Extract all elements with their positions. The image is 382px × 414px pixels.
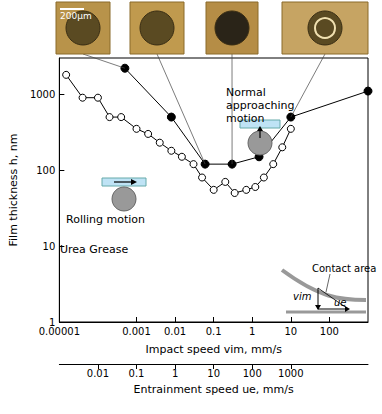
svg-text:Rolling motion: Rolling motion [66,213,145,226]
svg-text:Impact speed vim, mm/s: Impact speed vim, mm/s [145,343,282,356]
svg-text:10: 10 [207,368,220,379]
svg-text:1000: 1000 [30,89,55,100]
svg-text:Entrainment speed ue, mm/s: Entrainment speed ue, mm/s [134,383,294,396]
svg-text:1: 1 [249,326,255,337]
svg-text:100: 100 [36,165,55,176]
svg-text:Contact area: Contact area [312,263,376,274]
svg-text:200μm: 200μm [60,11,92,21]
svg-text:1: 1 [49,316,56,328]
svg-text:0.1: 0.1 [206,326,222,337]
svg-text:0.00001: 0.00001 [39,326,80,337]
svg-text:approaching: approaching [226,99,298,112]
svg-text:1000: 1000 [278,368,303,379]
svg-text:10: 10 [43,241,56,252]
svg-text:ue: ue [334,297,347,308]
svg-text:1: 1 [172,368,178,379]
svg-text:100: 100 [320,326,339,337]
svg-text:Film thickness h, nm: Film thickness h, nm [7,134,20,247]
svg-text:0.01: 0.01 [87,368,109,379]
svg-text:vim: vim [293,291,312,302]
svg-text:100: 100 [243,368,262,379]
svg-text:Normal: Normal [226,86,269,99]
svg-text:Urea Grease: Urea Grease [60,243,128,256]
svg-text:motion: motion [226,112,265,125]
svg-text:0.1: 0.1 [129,368,145,379]
svg-text:0.001: 0.001 [122,326,151,337]
svg-text:10: 10 [284,326,297,337]
svg-text:0.01: 0.01 [164,326,186,337]
